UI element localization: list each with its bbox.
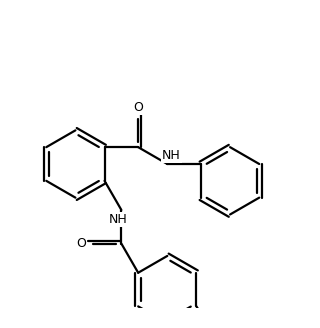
Text: NH: NH [109,213,128,226]
Text: O: O [133,101,143,114]
Text: NH: NH [162,149,180,162]
Text: O: O [76,237,86,250]
